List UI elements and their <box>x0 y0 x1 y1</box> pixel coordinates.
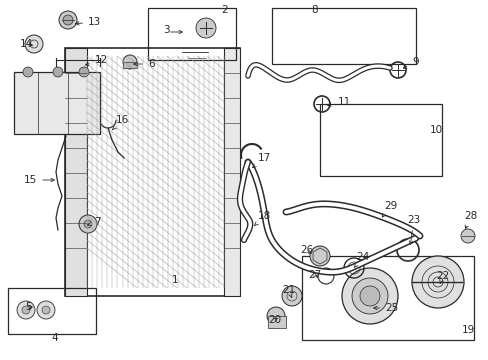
Text: 16: 16 <box>112 115 129 130</box>
Circle shape <box>266 307 285 325</box>
Circle shape <box>123 55 137 69</box>
Text: 24: 24 <box>354 252 368 267</box>
Circle shape <box>25 35 43 53</box>
Circle shape <box>37 301 55 319</box>
Text: 25: 25 <box>373 303 397 313</box>
Bar <box>14 72 100 134</box>
Circle shape <box>79 67 89 77</box>
Text: 4: 4 <box>52 333 58 343</box>
Text: 6: 6 <box>133 59 154 69</box>
Bar <box>319 104 441 176</box>
Text: 2: 2 <box>221 5 228 15</box>
Bar <box>65 48 240 296</box>
Circle shape <box>22 306 30 314</box>
Bar <box>224 48 240 296</box>
Text: 17: 17 <box>252 153 271 167</box>
Bar <box>65 48 87 296</box>
Circle shape <box>359 286 379 306</box>
Text: 26: 26 <box>299 245 313 255</box>
Text: 1: 1 <box>171 275 178 285</box>
Circle shape <box>17 301 35 319</box>
Text: 22: 22 <box>435 271 448 284</box>
Text: 11: 11 <box>327 97 350 107</box>
Text: 19: 19 <box>461 325 474 335</box>
Text: 23: 23 <box>406 215 419 244</box>
Text: 10: 10 <box>429 125 442 135</box>
Text: 20: 20 <box>267 315 281 325</box>
Circle shape <box>196 18 216 38</box>
Circle shape <box>282 286 302 306</box>
Bar <box>8 288 96 334</box>
Circle shape <box>411 256 463 308</box>
Text: 12: 12 <box>85 55 108 66</box>
Circle shape <box>351 278 387 314</box>
Bar <box>271 8 415 64</box>
Text: 28: 28 <box>463 211 476 229</box>
Circle shape <box>79 215 97 233</box>
Bar <box>148 8 236 60</box>
Text: 13: 13 <box>76 17 101 27</box>
Text: 27: 27 <box>307 270 321 280</box>
Circle shape <box>53 67 63 77</box>
Bar <box>302 256 473 340</box>
Circle shape <box>59 11 77 29</box>
Text: 14: 14 <box>20 39 33 49</box>
Circle shape <box>460 229 474 243</box>
Text: 29: 29 <box>382 201 396 217</box>
Circle shape <box>84 220 92 228</box>
Text: 3: 3 <box>163 25 169 35</box>
Circle shape <box>309 246 329 266</box>
Bar <box>267 316 285 328</box>
Text: 21: 21 <box>282 285 295 298</box>
Bar <box>123 62 137 68</box>
Text: 18: 18 <box>254 211 271 226</box>
Text: 9: 9 <box>403 57 418 68</box>
Text: 15: 15 <box>24 175 54 185</box>
Circle shape <box>63 15 73 25</box>
Text: 7: 7 <box>87 217 101 227</box>
Circle shape <box>341 268 397 324</box>
Circle shape <box>42 306 50 314</box>
Text: 8: 8 <box>311 5 318 15</box>
Circle shape <box>23 67 33 77</box>
Text: 5: 5 <box>25 302 32 312</box>
